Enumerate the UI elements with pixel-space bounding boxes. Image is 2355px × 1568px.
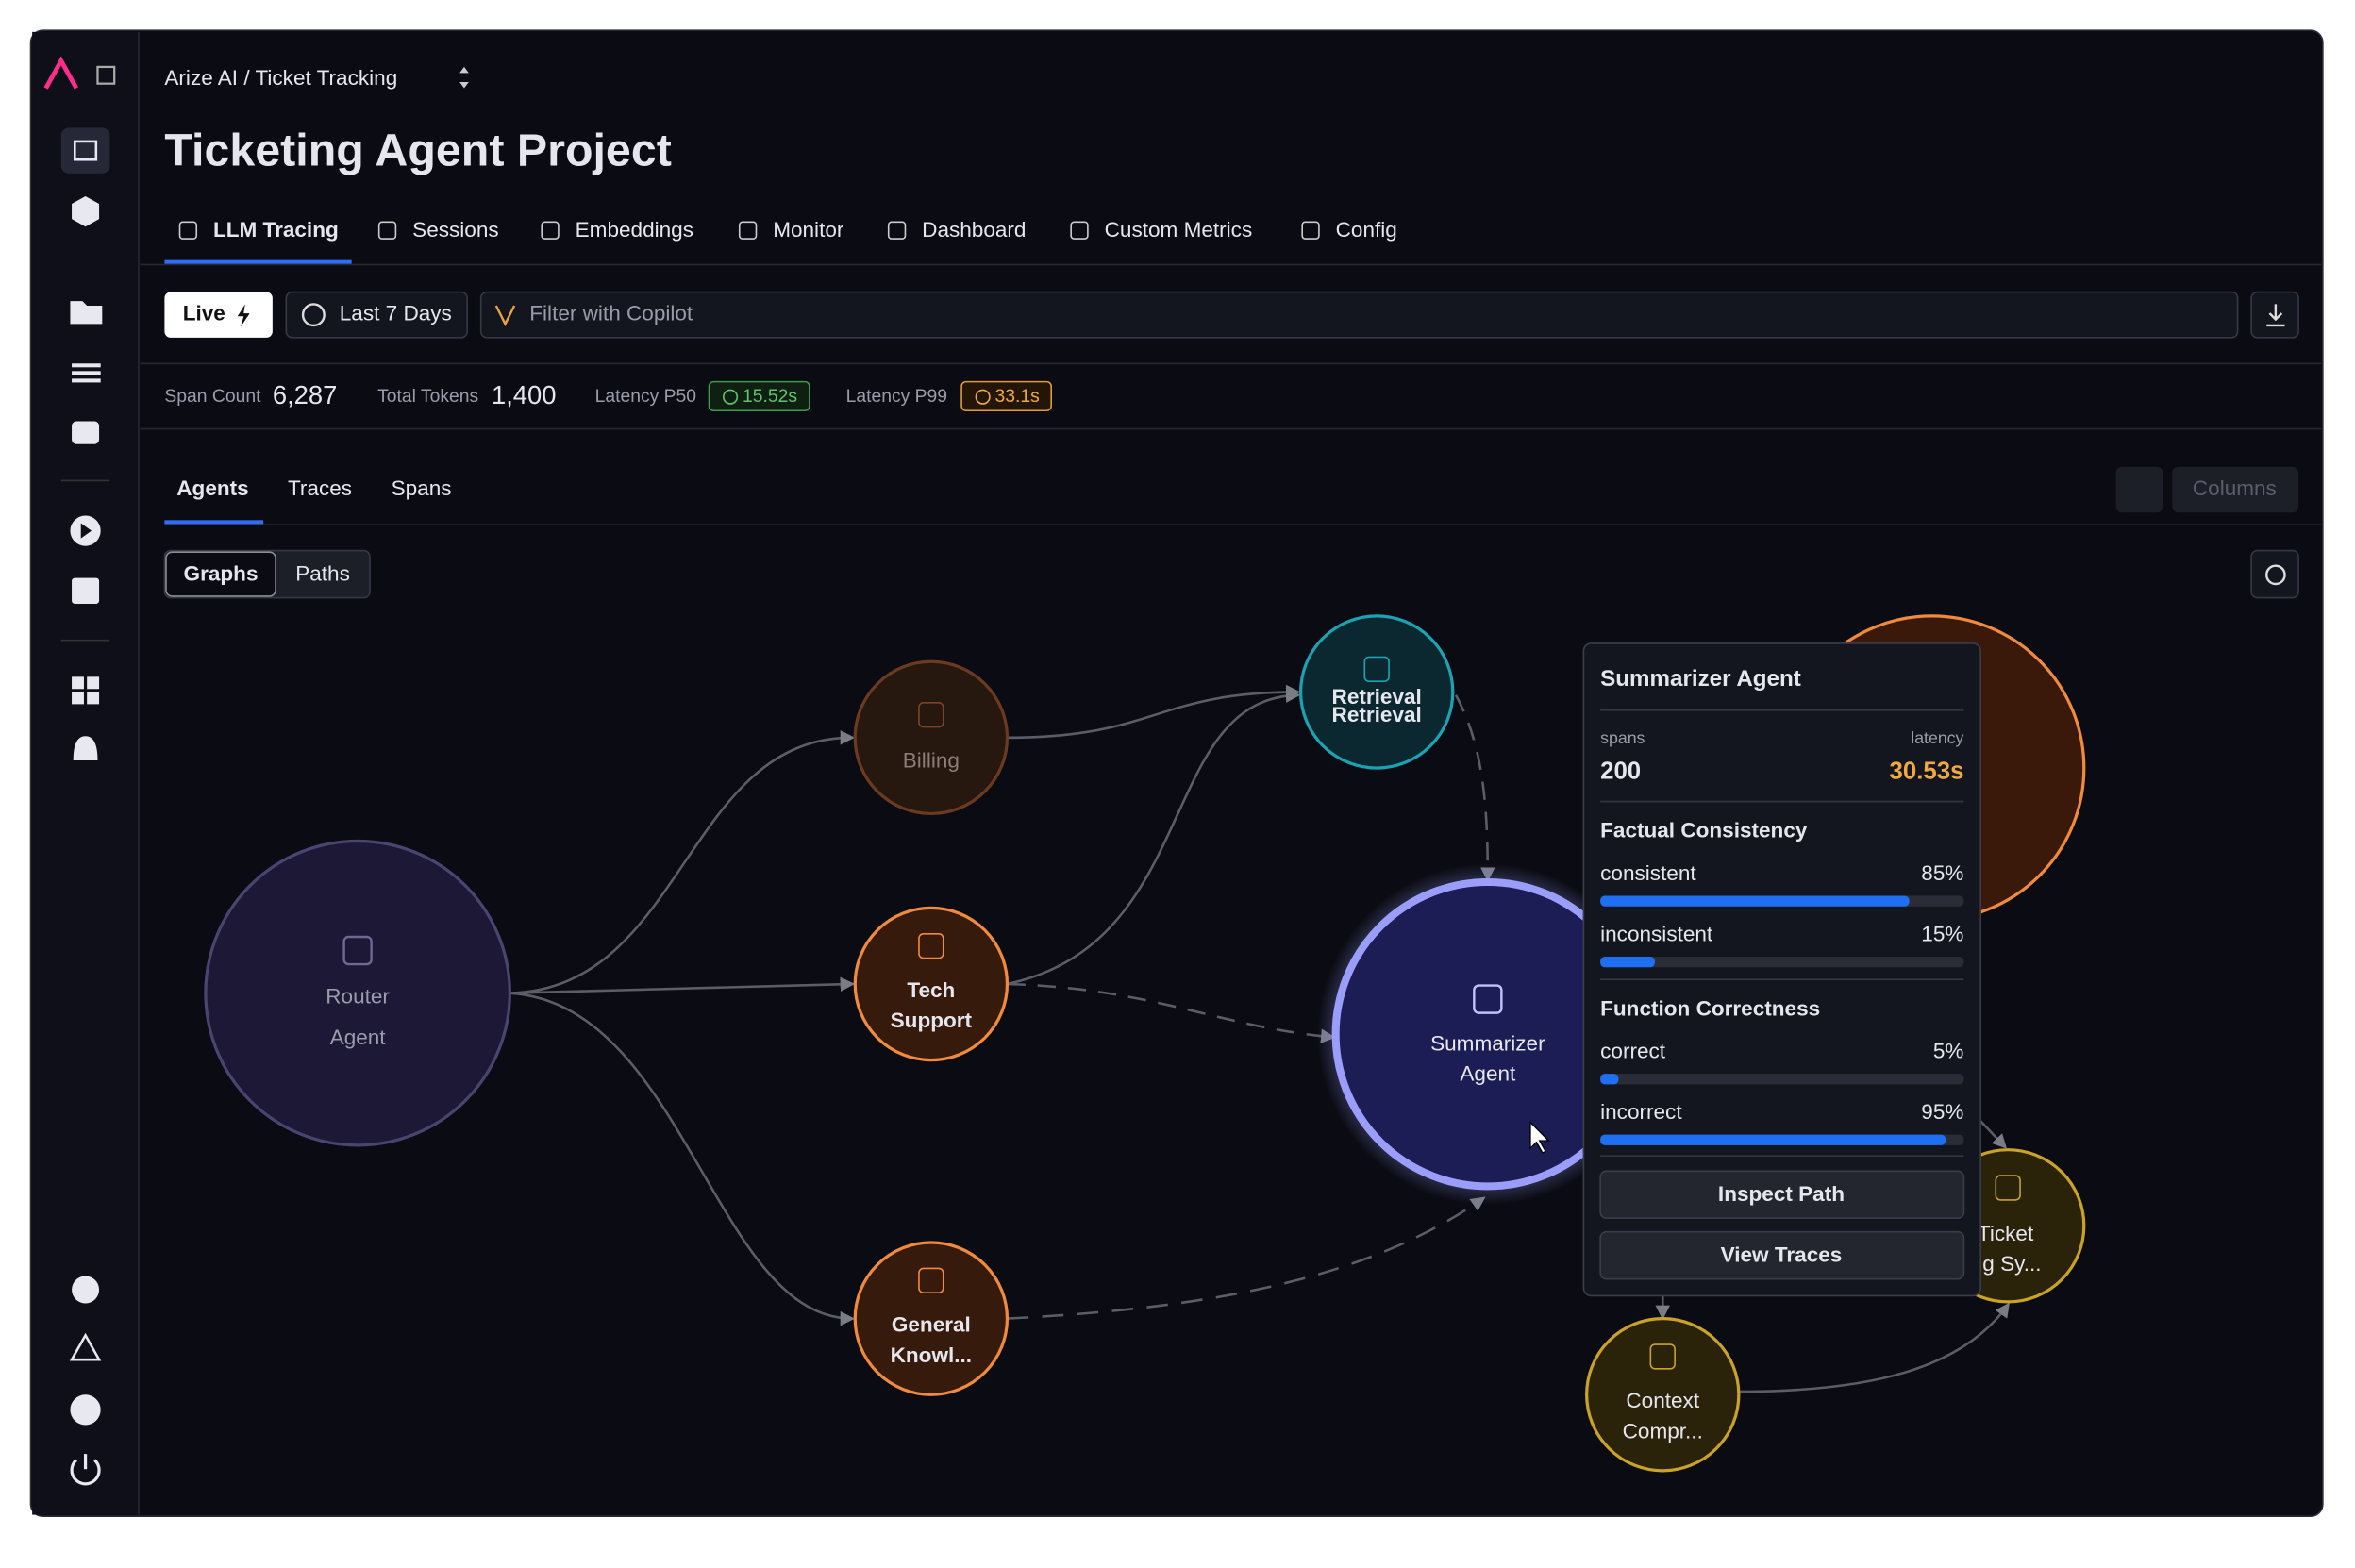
stat-value: 33.1s (995, 386, 1040, 407)
node-label: Compr... (1623, 1419, 1703, 1443)
node[interactable]: Retrieval Retrieval (1298, 614, 1455, 770)
section-title: Factual Consistency (1600, 819, 1808, 842)
tab-icon (887, 221, 907, 240)
node-label: General (892, 1313, 971, 1337)
breadcrumb[interactable]: Arize AI / Ticket Tracking (164, 66, 397, 90)
sidebar-icons[interactable] (43, 56, 116, 1486)
metric-name: incorrect (1600, 1100, 1682, 1124)
subtab[interactable]: Traces (288, 476, 352, 500)
spans-label: spans (1600, 728, 1645, 747)
nav-tab[interactable]: Monitor (773, 218, 844, 242)
node-label: Retrieval (1332, 685, 1422, 709)
node-label: Summarizer (1430, 1031, 1545, 1055)
graphs-toggle[interactable] (165, 551, 276, 597)
tab-icon (738, 221, 758, 240)
range-button[interactable] (285, 291, 468, 339)
metric-bar (1600, 895, 1910, 907)
nav-tab[interactable]: LLM Tracing (213, 218, 339, 242)
page-title: Ticketing Agent Project (164, 125, 671, 176)
nav-tab[interactable]: Embeddings (576, 218, 693, 242)
traces-button[interactable] (1599, 1230, 1965, 1280)
latency-value: 30.53s (1890, 759, 1964, 785)
tab-icon (541, 221, 560, 240)
node[interactable]: Context Compr... (1585, 1317, 1741, 1473)
node[interactable]: Tech Support (853, 906, 1010, 1062)
button-label: Inspect Path (1718, 1182, 1845, 1206)
live-label: Live (183, 302, 225, 325)
metric-value: 15% (1921, 922, 1963, 945)
settings-button[interactable] (2250, 549, 2299, 599)
metric-bar (1600, 1134, 1946, 1145)
metric-track (1600, 1074, 1964, 1085)
stat-value: 15.52s (743, 386, 797, 407)
range-label: Last 7 Days (340, 302, 452, 325)
tab-icon (377, 221, 397, 240)
tooltip-title: Summarizer Agent (1600, 666, 1801, 692)
node[interactable]: General Knowl... (853, 1241, 1010, 1396)
node[interactable]: Summarizer Agent (1331, 877, 1645, 1191)
latency-label: latency (1911, 728, 1963, 747)
node-label: Context (1626, 1389, 1699, 1412)
columns-label: Columns (2193, 476, 2277, 500)
node[interactable]: Billing (853, 659, 1010, 816)
node-label: Router (326, 984, 390, 1008)
stat-label: Total Tokens (377, 386, 478, 407)
nav-tab[interactable]: Sessions (412, 218, 499, 242)
section-title: Function Correctness (1600, 996, 1820, 1020)
stat-value: 1,400 (492, 380, 557, 409)
nav-tab[interactable]: Custom Metrics (1105, 218, 1253, 242)
stat-label: Latency P50 (595, 386, 696, 407)
metric-bar (1600, 1074, 1619, 1085)
node-label: Knowl... (891, 1343, 972, 1367)
live-button[interactable] (164, 292, 273, 338)
filter-placeholder: Filter with Copilot (529, 302, 693, 325)
expand-button[interactable] (2115, 466, 2163, 513)
metric-name: inconsistent (1600, 922, 1713, 945)
node-label: Agent (330, 1026, 387, 1049)
metric-value: 85% (1921, 861, 1963, 885)
subtab[interactable]: Agents (176, 476, 248, 500)
tab-underline (164, 259, 352, 265)
edges (509, 684, 2010, 1393)
node-label: Billing (903, 749, 960, 773)
inspect-button[interactable] (1599, 1170, 1965, 1220)
button-label: View Traces (1721, 1243, 1843, 1266)
stat-label: Span Count (164, 386, 261, 407)
node-label: Tech (907, 978, 955, 1002)
tab-icon (1301, 221, 1320, 240)
tab-icon (1070, 221, 1089, 240)
columns-button[interactable] (2172, 466, 2299, 513)
metric-value: 5% (1933, 1039, 1964, 1062)
toggle-label[interactable]: Paths (295, 561, 350, 585)
node-label: Ticket (1978, 1222, 2034, 1245)
sidebar (32, 31, 139, 1515)
node[interactable]: Router Agent (204, 839, 511, 1147)
node-label: Retrieval (1332, 703, 1422, 726)
subtab[interactable]: Spans (392, 476, 452, 500)
toggle-label: Graphs (184, 561, 259, 585)
metric-value: 95% (1921, 1100, 1963, 1124)
node-label: Support (891, 1009, 973, 1032)
tab-icon (178, 221, 198, 240)
metric-track (1600, 956, 1964, 968)
spans-value: 200 (1600, 759, 1641, 785)
nav-tab[interactable]: Config (1336, 218, 1397, 242)
node-label: Agent (1460, 1062, 1516, 1086)
filter-input[interactable] (479, 291, 2239, 339)
stat-value: 6,287 (273, 380, 338, 409)
metric-name: consistent (1600, 861, 1696, 885)
tooltip: Summarizer Agent spans 200 latency 30.53… (1582, 642, 1981, 1297)
stat-label: Latency P99 (846, 386, 947, 407)
nav-tab[interactable]: Dashboard (922, 218, 1026, 242)
cursor (1529, 1121, 1550, 1154)
metric-bar (1600, 956, 1655, 968)
metric-name: correct (1600, 1039, 1666, 1062)
